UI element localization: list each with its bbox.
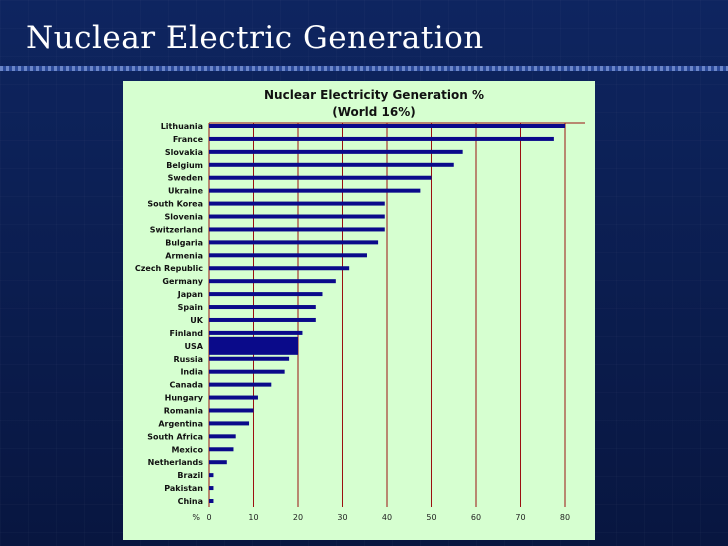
slide-title: Nuclear Electric Generation	[26, 20, 484, 56]
category-label: Germany	[162, 277, 203, 286]
bar	[209, 292, 323, 297]
bar	[209, 279, 336, 284]
bar	[209, 227, 385, 232]
category-label: France	[173, 135, 204, 144]
category-label: Mexico	[171, 445, 203, 454]
bar	[209, 382, 272, 387]
category-label: UK	[190, 316, 203, 325]
x-tick-label: 20	[293, 513, 303, 522]
bar	[209, 136, 554, 141]
x-tick-label: 30	[337, 513, 347, 522]
bar	[209, 188, 421, 193]
category-label: South Africa	[147, 432, 203, 441]
category-label: China	[178, 497, 203, 506]
bar	[209, 305, 316, 310]
category-label: Argentina	[158, 419, 203, 428]
bar	[209, 201, 385, 206]
category-label: Ukraine	[168, 187, 204, 196]
x-tick-label: 80	[560, 513, 570, 522]
category-label: Canada	[170, 381, 204, 390]
x-tick-label: 50	[426, 513, 436, 522]
bar	[209, 499, 214, 503]
bar	[209, 253, 367, 258]
category-label: Slovenia	[165, 213, 203, 222]
chart-subtitle: (World 16%)	[332, 105, 416, 119]
bar	[209, 162, 454, 167]
bar	[209, 240, 379, 245]
bar	[209, 330, 303, 335]
title-divider	[0, 66, 728, 71]
category-label: Russia	[173, 355, 203, 364]
category-label: Belgium	[166, 161, 203, 170]
bar	[209, 408, 254, 413]
category-label: Netherlands	[148, 458, 204, 467]
bar	[209, 356, 290, 361]
x-tick-label: 70	[515, 513, 525, 522]
category-label: Lithuania	[161, 122, 203, 131]
bar	[209, 486, 214, 491]
x-tick-label: 60	[471, 513, 481, 522]
category-label: Hungary	[165, 394, 204, 403]
category-label: USA	[185, 342, 204, 351]
category-label: Switzerland	[150, 225, 204, 234]
category-label: Slovakia	[165, 148, 203, 157]
bar	[209, 395, 258, 400]
bar	[209, 369, 285, 374]
category-label: Pakistan	[164, 484, 203, 493]
x-tick-label: 0	[206, 513, 211, 522]
category-label: Bulgaria	[165, 238, 203, 247]
bar	[209, 175, 432, 180]
category-label: India	[180, 368, 203, 377]
category-label: Czech Republic	[135, 264, 203, 273]
bar-chart: Nuclear Electricity Generation % (World …	[135, 88, 585, 522]
bar	[209, 460, 227, 465]
x-tick-label: 10	[248, 513, 258, 522]
bar	[209, 336, 298, 355]
x-tick-label: 40	[382, 513, 392, 522]
bar	[209, 473, 214, 478]
bar	[209, 434, 236, 439]
category-label: Spain	[178, 303, 204, 312]
x-axis-label: %	[192, 513, 200, 522]
category-label: Japan	[177, 290, 204, 299]
bar	[209, 214, 385, 219]
chart-title: Nuclear Electricity Generation %	[264, 88, 484, 102]
category-label: South Korea	[147, 200, 203, 209]
bar	[209, 266, 350, 271]
chart-panel: Nuclear Electricity Generation % (World …	[123, 81, 595, 540]
category-label: Romania	[164, 406, 203, 415]
bar	[209, 124, 565, 128]
category-label: Armenia	[165, 251, 203, 260]
category-label: Finland	[170, 329, 204, 338]
category-label: Brazil	[177, 471, 203, 480]
bar	[209, 421, 250, 426]
bar	[209, 447, 234, 452]
category-label: Sweden	[168, 174, 204, 183]
bar	[209, 149, 463, 154]
bar	[209, 317, 316, 322]
